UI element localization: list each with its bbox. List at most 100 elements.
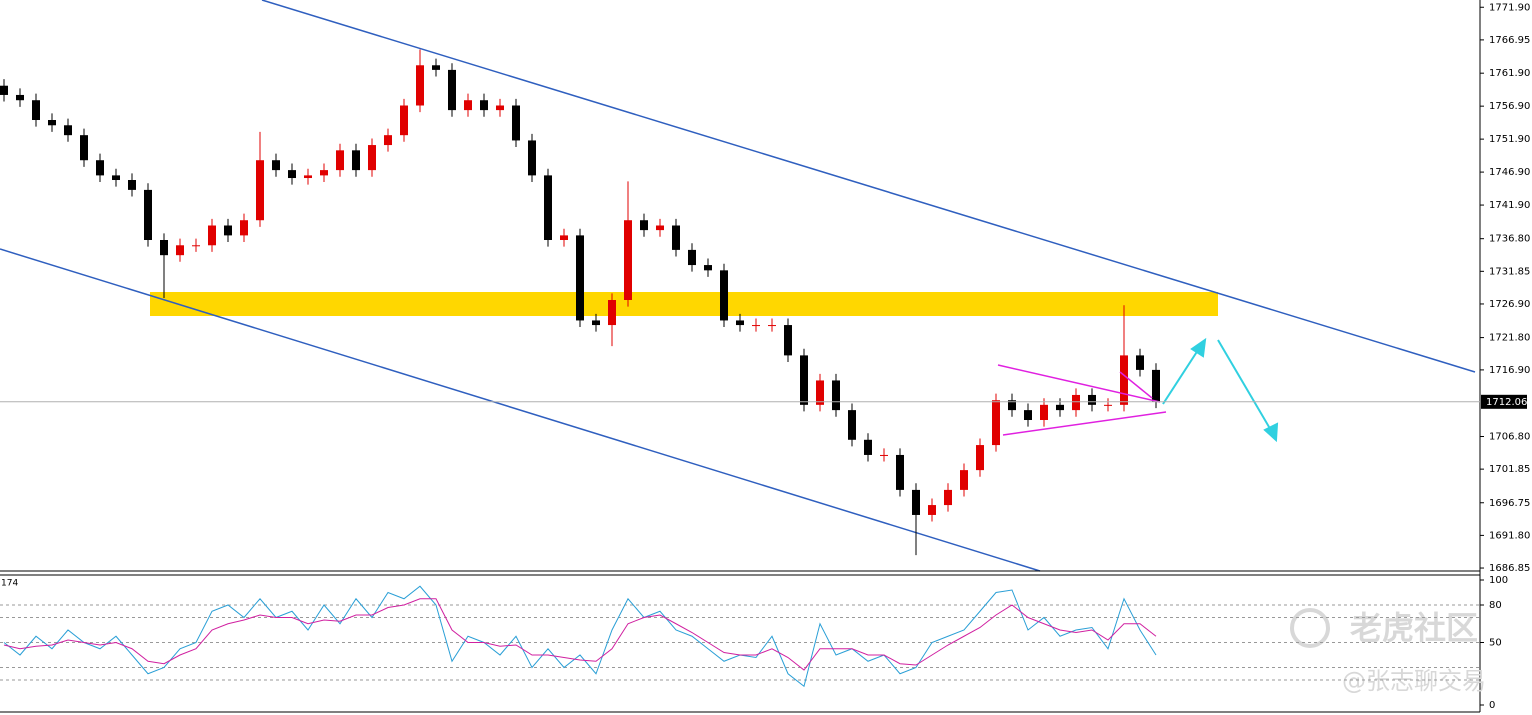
watermark-icon <box>1290 608 1330 648</box>
candle-body <box>112 175 120 181</box>
channel-lower <box>0 248 1041 572</box>
candle-body <box>640 220 648 231</box>
candle-body <box>864 439 872 455</box>
candle-body <box>656 225 664 231</box>
channel-upper <box>261 0 1476 373</box>
candle-body <box>1056 404 1064 411</box>
last-price-label: 1712.06 <box>1486 397 1527 408</box>
candle-body <box>400 105 408 136</box>
candle-body <box>1088 394 1096 405</box>
candle-body <box>384 135 392 146</box>
y-tick-label: 1726.90 <box>1489 299 1530 310</box>
candle-body <box>336 150 344 171</box>
watermark-logo: 老虎社区 <box>1350 609 1478 647</box>
y-tick-label: 1716.90 <box>1489 365 1530 376</box>
candle-body <box>416 65 424 106</box>
watermark-author: @张志聊交易 <box>1342 667 1486 695</box>
candle-body <box>1136 355 1144 370</box>
candle-body <box>1072 394 1080 411</box>
candle-body <box>1008 400 1016 411</box>
candle-body <box>320 170 328 176</box>
candle-body <box>704 265 712 271</box>
y-tick-label: 0 <box>1489 700 1495 711</box>
y-tick-label: 80 <box>1489 600 1502 611</box>
candle-body <box>512 105 520 141</box>
candle-body <box>1120 355 1128 405</box>
candle-body <box>256 160 264 221</box>
candle-body <box>0 85 8 95</box>
y-tick-label: 1756.90 <box>1489 101 1530 112</box>
candle-body <box>224 225 232 236</box>
candle-body <box>80 135 88 161</box>
candle-body <box>1104 404 1112 406</box>
projection-arrows <box>1162 337 1279 443</box>
candle-body <box>736 320 744 326</box>
triangle-upper <box>997 364 1161 403</box>
candle-body <box>832 380 840 411</box>
y-tick-label: 1746.90 <box>1489 167 1530 178</box>
candle-body <box>544 175 552 241</box>
candle-body <box>848 410 856 440</box>
y-tick-label: 1766.95 <box>1489 35 1530 46</box>
candle-body <box>816 380 824 405</box>
candle-body <box>560 235 568 241</box>
candle-body <box>608 300 616 326</box>
y-tick-label: 50 <box>1489 638 1502 649</box>
candle-body <box>432 65 440 70</box>
candle-body <box>64 125 72 136</box>
candle-body <box>368 145 376 171</box>
triangle-lower <box>1002 411 1167 436</box>
arrow-head <box>1263 422 1279 443</box>
candle-body <box>48 120 56 126</box>
candle-body <box>720 270 728 321</box>
candle-body <box>928 505 936 515</box>
candle-body <box>192 245 200 247</box>
oscillator-line <box>3 585 1157 688</box>
candle-body <box>272 160 280 171</box>
candle-body <box>768 325 776 327</box>
candle-body <box>1040 404 1048 421</box>
candle-body <box>688 249 696 266</box>
candle-body <box>576 235 584 321</box>
candle-body <box>880 454 888 456</box>
y-tick-label: 1686.85 <box>1489 563 1530 574</box>
candle-body <box>32 100 40 121</box>
y-tick-label: 1771.90 <box>1489 2 1530 13</box>
candle-body <box>128 180 136 190</box>
candle-body <box>896 454 904 490</box>
candle-body <box>176 245 184 256</box>
y-tick-label: 1706.80 <box>1489 431 1530 442</box>
resistance-zone <box>150 292 1218 316</box>
candle-body <box>240 220 248 236</box>
candle-body <box>448 69 456 111</box>
candle-body <box>912 489 920 515</box>
oscillator-line <box>3 598 1157 671</box>
candle-body <box>464 100 472 111</box>
last-price-box <box>1481 394 1527 409</box>
candle-body <box>800 355 808 405</box>
indicator-label: 174 <box>1 579 18 589</box>
arrow-head <box>1190 337 1207 358</box>
candle-body <box>752 325 760 327</box>
candle-body <box>592 320 600 326</box>
candle-body <box>496 105 504 111</box>
y-tick-label: 100 <box>1489 575 1508 586</box>
y-tick-label: 1751.90 <box>1489 134 1530 145</box>
candle-body <box>288 170 296 179</box>
y-tick-label: 1721.80 <box>1489 333 1530 344</box>
candle-body <box>208 225 216 246</box>
candle-body <box>672 225 680 250</box>
y-tick-label: 1741.90 <box>1489 200 1530 211</box>
y-tick-label: 1736.80 <box>1489 234 1530 245</box>
candle-body <box>304 175 312 179</box>
y-tick-label: 1731.85 <box>1489 266 1530 277</box>
candle-body <box>976 445 984 471</box>
candle-body <box>944 489 952 506</box>
candle-body <box>352 150 360 171</box>
y-tick-label: 1696.75 <box>1489 498 1530 509</box>
y-tick-label: 1691.80 <box>1489 530 1530 541</box>
candle-body <box>144 189 152 241</box>
candle-body <box>96 160 104 176</box>
